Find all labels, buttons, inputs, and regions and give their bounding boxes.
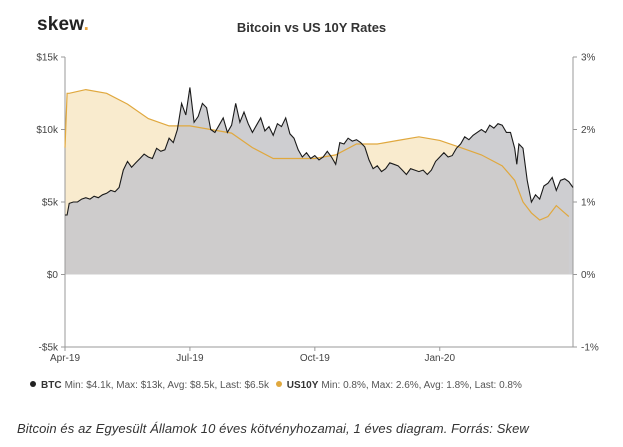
legend-us10y-stats: Min: 0.8%, Max: 2.6%, Avg: 1.8%, Last: 0… (321, 380, 522, 391)
legend-btc-dot (30, 381, 36, 387)
btc-area (65, 87, 573, 275)
y-right-tick-label: 1% (581, 198, 596, 209)
legend-item-us10y[interactable]: US10Y Min: 0.8%, Max: 2.6%, Avg: 1.8%, La… (275, 380, 522, 391)
chart-plot: -$5k $0 $5k $10k $15k -1% 0% 1% 2% 3% Apr-19 Jul-19… (36, 53, 599, 365)
x-tick-label: Jul-19 (176, 353, 204, 364)
y-right-tick-label: 2% (581, 125, 596, 136)
legend-us10y-name: US10Y (286, 380, 319, 391)
btc-line (65, 87, 574, 216)
y-left-tick-label: -$5k (39, 343, 59, 354)
y-left-tick-label: $15k (36, 53, 59, 64)
chart-title: Bitcoin vs US 10Y Rates (236, 20, 387, 35)
y-left-tick-label: $5k (42, 198, 59, 209)
legend-btc-name: BTC (41, 380, 62, 391)
chart-legend: BTC Min: $4.1k, Max: $13k, Avg: $8.5k, La… (30, 380, 526, 391)
brand-dot: . (83, 14, 90, 35)
brand-logo: skew. (37, 14, 89, 36)
y-left-tick-label: $10k (36, 125, 59, 136)
us10y-line (64, 88, 570, 221)
legend-item-btc[interactable]: BTC Min: $4.1k, Max: $13k, Avg: $8.5k, La… (30, 380, 269, 391)
y-right-tick-label: -1% (581, 343, 599, 354)
x-tick-label: Jan-20 (424, 353, 455, 364)
y-right-tick-label: 0% (581, 270, 596, 281)
y-left-tick-label: $0 (47, 270, 59, 281)
legend-us10y-dot (275, 381, 282, 387)
x-tick-label: Oct-19 (300, 353, 330, 364)
brand-name: skew (37, 14, 84, 35)
y-right-tick-label: 3% (581, 53, 596, 64)
figure-caption: Bitcoin és az Egyesült Államok 10 éves k… (17, 421, 529, 436)
legend-btc-stats: Min: $4.1k, Max: $13k, Avg: $8.5k, Last:… (64, 380, 269, 391)
x-tick-label: Apr-19 (50, 353, 80, 364)
